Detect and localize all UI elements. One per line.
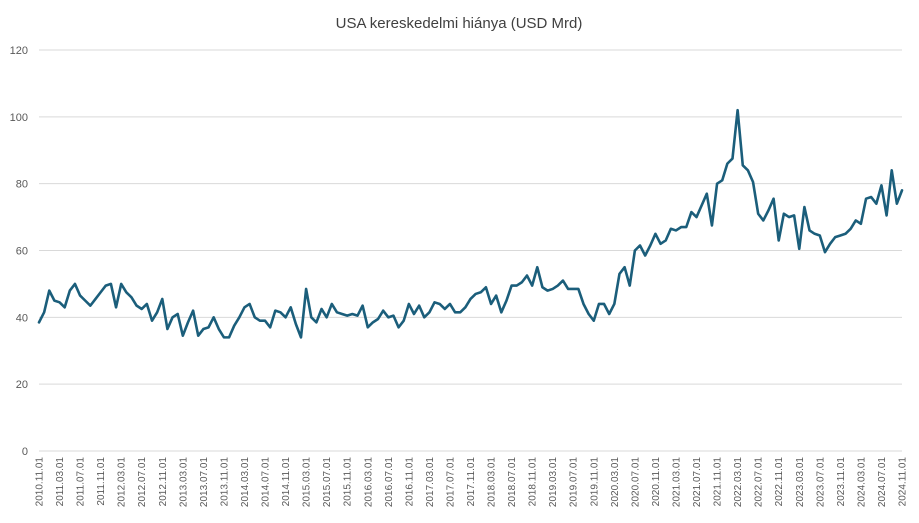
- x-tick-label: 2010.11.01: [35, 457, 46, 507]
- y-tick-label: 20: [16, 379, 28, 391]
- x-tick-label: 2017.11.01: [466, 457, 477, 507]
- y-axis-ticks: 0 20 40 60 80 100 120: [10, 45, 28, 458]
- x-tick-label: 2014.11.01: [281, 457, 292, 507]
- x-tick-label: 2016.07.01: [384, 457, 395, 507]
- x-tick-label: 2015.11.01: [343, 457, 354, 507]
- x-tick-label: 2024.03.01: [856, 457, 867, 507]
- x-tick-label: 2020.07.01: [630, 457, 641, 507]
- x-tick-label: 2014.07.01: [261, 457, 272, 507]
- x-tick-label: 2018.03.01: [487, 457, 498, 507]
- x-tick-label: 2012.03.01: [117, 457, 128, 507]
- x-tick-label: 2011.07.01: [76, 457, 87, 507]
- x-tick-label: 2022.03.01: [733, 457, 744, 507]
- x-tick-label: 2012.11.01: [158, 457, 169, 507]
- x-tick-label: 2022.11.01: [774, 457, 785, 507]
- x-tick-label: 2013.07.01: [199, 457, 210, 507]
- y-tick-label: 100: [10, 112, 28, 124]
- x-tick-label: 2022.07.01: [754, 457, 765, 507]
- x-tick-label: 2019.03.01: [548, 457, 559, 507]
- x-tick-label: 2019.11.01: [589, 457, 600, 507]
- x-tick-label: 2019.07.01: [569, 457, 580, 507]
- y-tick-label: 0: [22, 446, 28, 458]
- x-tick-label: 2011.11.01: [96, 457, 107, 506]
- x-tick-label: 2018.07.01: [507, 457, 518, 507]
- x-tick-label: 2011.03.01: [55, 457, 66, 507]
- x-tick-label: 2017.07.01: [445, 457, 456, 507]
- gridlines: [39, 49, 902, 452]
- x-tick-label: 2024.07.01: [877, 457, 888, 507]
- chart-title: USA kereskedelmi hiánya (USD Mrd): [336, 15, 583, 32]
- x-tick-label: 2015.03.01: [302, 457, 313, 507]
- x-axis-ticks: 2010.11.01 2011.03.01 2011.07.01 2011.11.01…: [35, 457, 909, 507]
- x-tick-label: 2023.07.01: [815, 457, 826, 507]
- x-tick-label: 2013.11.01: [219, 457, 230, 507]
- x-tick-label: 2024.11.01: [898, 457, 909, 507]
- y-tick-label: 60: [16, 246, 28, 258]
- x-tick-label: 2016.03.01: [363, 457, 374, 507]
- x-tick-label: 2020.03.01: [610, 457, 621, 507]
- x-tick-label: 2021.03.01: [671, 457, 682, 507]
- x-tick-label: 2021.11.01: [713, 457, 724, 507]
- x-tick-label: 2023.03.01: [795, 457, 806, 507]
- y-tick-label: 40: [16, 312, 28, 324]
- x-tick-label: 2014.03.01: [240, 457, 251, 507]
- y-tick-label: 120: [10, 45, 28, 57]
- x-tick-label: 2016.11.01: [404, 457, 415, 507]
- series-layer: [37, 108, 904, 339]
- x-tick-label: 2020.11.01: [651, 457, 662, 507]
- x-tick-label: 2021.07.01: [692, 457, 703, 507]
- x-tick-label: 2012.07.01: [137, 457, 148, 507]
- series-line: [37, 108, 904, 339]
- x-tick-label: 2017.03.01: [425, 457, 436, 507]
- x-tick-label: 2015.07.01: [322, 457, 333, 507]
- x-tick-label: 2018.11.01: [528, 457, 539, 507]
- x-tick-label: 2023.11.01: [836, 457, 847, 507]
- x-tick-label: 2013.03.01: [178, 457, 189, 507]
- y-tick-label: 80: [16, 179, 28, 191]
